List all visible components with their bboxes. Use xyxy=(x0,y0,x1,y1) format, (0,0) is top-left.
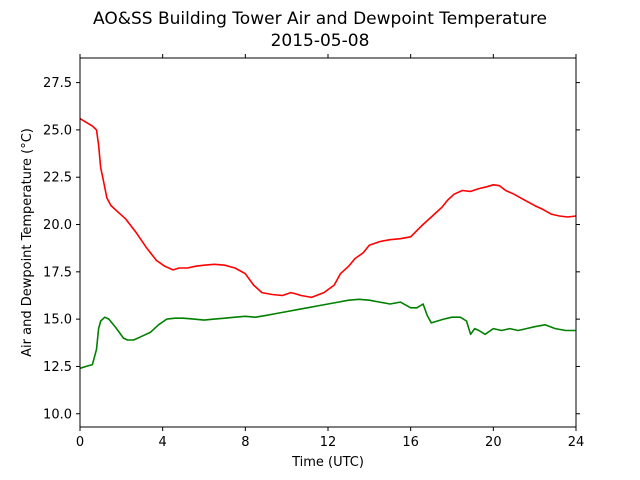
plot-area xyxy=(79,117,577,370)
y-tick-label: 10.0 xyxy=(43,407,72,422)
chart-subtitle: 2015-05-08 xyxy=(271,31,370,51)
series-line-1 xyxy=(79,298,576,370)
chart-title: AO&SS Building Tower Air and Dewpoint Te… xyxy=(93,9,547,29)
y-axis-label: Air and Dewpoint Temperature (°C) xyxy=(20,128,35,357)
axes-frame xyxy=(79,57,577,428)
x-tick-label: 24 xyxy=(568,435,585,450)
x-tick-label: 8 xyxy=(241,435,249,450)
y-tick-label: 15.0 xyxy=(43,313,72,328)
x-tick-label: 12 xyxy=(320,435,337,450)
y-tick-label: 20.0 xyxy=(43,218,72,233)
y-tick-label: 27.5 xyxy=(43,76,72,91)
y-tick-label: 25.0 xyxy=(43,123,72,138)
x-tick-label: 0 xyxy=(76,435,84,450)
y-tick-label: 12.5 xyxy=(43,360,72,375)
series-line-0 xyxy=(79,117,577,299)
x-tick-label: 4 xyxy=(159,435,167,450)
x-tick-label: 20 xyxy=(485,435,502,450)
x-tick-label: 16 xyxy=(402,435,419,450)
y-tick-label: 17.5 xyxy=(43,265,72,280)
y-tick-label: 22.5 xyxy=(43,171,72,186)
x-axis-label: Time (UTC) xyxy=(291,455,364,470)
